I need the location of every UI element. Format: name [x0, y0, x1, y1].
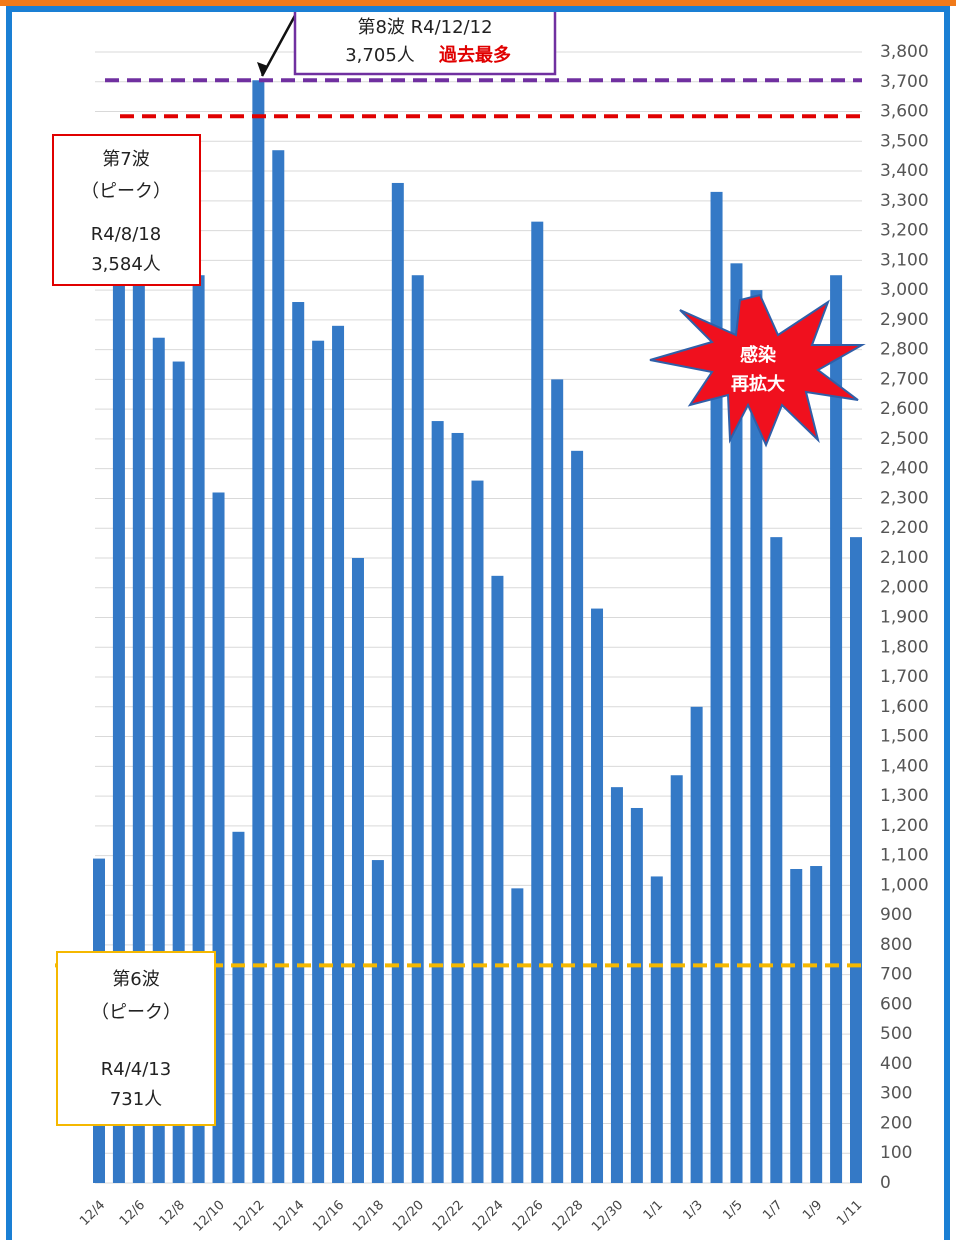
y-tick-label: 1,800: [880, 637, 929, 657]
wave7-box: [52, 134, 201, 286]
y-tick-label: 300: [880, 1084, 912, 1104]
arrow: [260, 9, 300, 77]
wave7-line: 第7波: [102, 149, 149, 170]
wave6-line: 731人: [110, 1089, 162, 1110]
y-tick-label: 3,700: [880, 72, 929, 92]
y-tick-label: 3,800: [880, 42, 929, 62]
y-tick-label: 2,300: [880, 488, 929, 508]
y-tick-label: 1,400: [880, 756, 929, 776]
bar: [112, 194, 125, 1183]
bar: [710, 191, 723, 1183]
burst-line: 感染: [740, 344, 777, 366]
y-tick-label: 1,300: [880, 786, 929, 806]
y-tick-label: 900: [880, 905, 912, 925]
y-tick-label: 1,000: [880, 875, 929, 895]
y-tick-label: 3,600: [880, 102, 929, 122]
y-tick-label: 3,000: [880, 280, 929, 300]
y-tick-label: 2,500: [880, 429, 929, 449]
top-stripe: [0, 0, 956, 6]
wave7-line: 3,584人: [91, 254, 161, 275]
y-tick-label: 2,600: [880, 399, 929, 419]
bar: [630, 807, 643, 1183]
wave8-line: 第8波 R4/12/12: [357, 17, 492, 38]
y-tick-label: 2,100: [880, 548, 929, 568]
wave7-line: R4/8/18: [91, 224, 161, 245]
burst-line: 再拡大: [731, 373, 785, 395]
y-tick-label: 3,500: [880, 131, 929, 151]
y-tick-label: 700: [880, 965, 912, 985]
bar: [850, 537, 862, 1183]
y-tick-label: 1,700: [880, 667, 929, 687]
wave6-line: （ピーク）: [91, 1002, 181, 1023]
wave6-line: R4/4/13: [101, 1059, 171, 1080]
bar: [810, 866, 823, 1183]
arrow-head: [257, 62, 268, 76]
burst: [649, 293, 866, 448]
y-tick-label: 400: [880, 1054, 912, 1074]
y-tick-label: 3,300: [880, 191, 929, 211]
bar: [830, 275, 843, 1183]
bar: [591, 608, 604, 1183]
y-tick-label: 3,200: [880, 221, 929, 241]
bar: [411, 275, 424, 1183]
bar: [351, 557, 364, 1183]
bar: [451, 432, 464, 1184]
bar: [690, 706, 703, 1183]
bar: [371, 860, 384, 1183]
y-tick-label: 2,700: [880, 369, 929, 389]
y-tick-label: 3,100: [880, 250, 929, 270]
y-tick-label: 1,900: [880, 608, 929, 628]
bar: [670, 775, 683, 1183]
y-tick-label: 1,100: [880, 846, 929, 866]
bar: [471, 480, 484, 1183]
y-tick-label: 1,200: [880, 816, 929, 836]
bar: [790, 868, 803, 1183]
overlay: 第8波 R4/12/12 3,705人 過去最多 第7波 （ピーク） R4/8/…: [52, 6, 866, 1126]
bar: [252, 80, 265, 1183]
y-tick-label: 2,400: [880, 459, 929, 479]
bar: [650, 876, 663, 1183]
wave8-line: 3,705人: [345, 45, 415, 66]
bar: [292, 302, 305, 1184]
y-tick-label: 3,400: [880, 161, 929, 181]
y-tick-label: 100: [880, 1143, 912, 1163]
wave7-line: （ピーク）: [81, 181, 171, 202]
bar: [730, 263, 743, 1183]
bar: [272, 150, 285, 1184]
bar: [232, 831, 245, 1183]
wave6-box: [56, 951, 216, 1126]
bar: [571, 450, 584, 1184]
bar: [551, 379, 564, 1183]
y-tick-label: 1,600: [880, 697, 929, 717]
y-tick-label: 2,200: [880, 518, 929, 538]
y-tick-label: 2,000: [880, 578, 929, 598]
wave8-note: 過去最多: [439, 44, 511, 66]
bar: [431, 421, 444, 1183]
bar: [391, 182, 404, 1184]
y-tick-label: 200: [880, 1113, 912, 1133]
bar: [531, 221, 544, 1183]
wave8-box: [293, 6, 557, 76]
y-tick-label: 2,800: [880, 340, 929, 360]
y-tick-label: 600: [880, 994, 912, 1014]
y-tick-label: 500: [880, 1024, 912, 1044]
bar: [491, 575, 504, 1183]
bar: [511, 888, 524, 1183]
bar: [750, 290, 763, 1184]
y-tick-label: 2,900: [880, 310, 929, 330]
frame: [6, 6, 950, 1240]
y-tick-label: 1,500: [880, 727, 929, 747]
y-tick-label: 0: [880, 1173, 891, 1193]
bar: [312, 340, 325, 1183]
y-tick-label: 800: [880, 935, 912, 955]
bar: [770, 537, 783, 1183]
bar: [610, 787, 623, 1183]
bar: [332, 325, 345, 1183]
wave6-line: 第6波: [112, 969, 159, 990]
